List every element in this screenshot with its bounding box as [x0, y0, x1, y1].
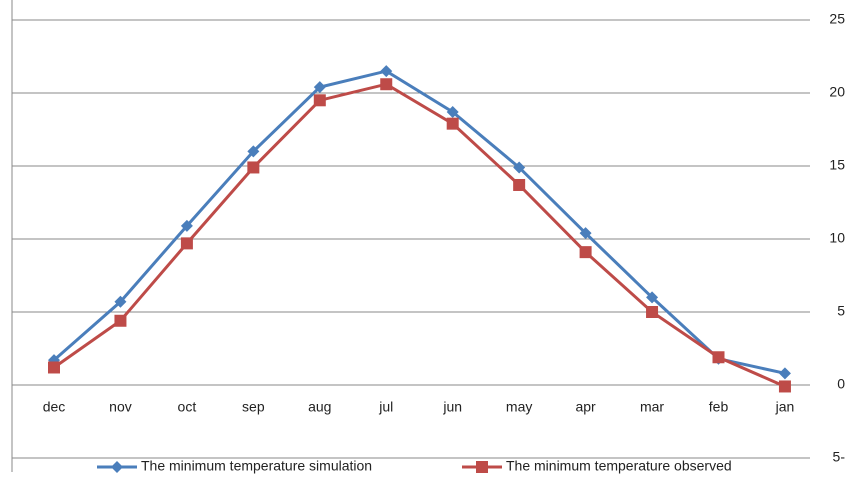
x-tick-label: aug — [308, 399, 331, 415]
y-tick-label: 5- — [833, 449, 846, 465]
data-point — [513, 161, 526, 174]
data-point — [778, 367, 791, 380]
data-point — [646, 291, 659, 304]
x-tick-label: jan — [775, 399, 795, 415]
y-tick-label: 20 — [829, 84, 845, 100]
y-tick-label: 10 — [829, 230, 845, 246]
x-tick-label: jun — [442, 399, 462, 415]
x-tick-label: dec — [43, 399, 66, 415]
x-tick-label: mar — [640, 399, 664, 415]
y-tick-label: 25 — [829, 11, 845, 27]
data-point — [579, 246, 592, 259]
data-point — [446, 117, 459, 130]
x-tick-label: may — [506, 399, 532, 415]
legend-marker — [111, 461, 123, 473]
data-point — [380, 78, 393, 91]
data-point — [712, 351, 725, 364]
data-point — [180, 237, 193, 250]
data-point — [247, 145, 260, 158]
series-line — [53, 82, 786, 388]
legend-label: The minimum temperature simulation — [141, 458, 372, 474]
data-point — [513, 178, 526, 191]
x-tick-label: feb — [709, 399, 729, 415]
y-tick-label: 5 — [837, 303, 845, 319]
y-tick-label: 0 — [837, 376, 845, 392]
data-point — [778, 380, 791, 393]
legend-label: The minimum temperature observed — [506, 458, 732, 474]
x-tick-label: apr — [575, 399, 596, 415]
x-tick-label: oct — [178, 399, 197, 415]
data-point — [114, 314, 127, 327]
data-point — [114, 295, 127, 308]
data-point — [380, 65, 393, 78]
y-tick-label: 15 — [829, 157, 845, 173]
data-point — [313, 94, 326, 107]
data-point — [313, 81, 326, 94]
series-line — [53, 69, 786, 375]
data-point — [579, 227, 592, 240]
data-point — [646, 306, 659, 318]
data-point — [446, 105, 459, 118]
x-tick-label: sep — [242, 399, 265, 415]
x-tick-label: jul — [378, 399, 393, 415]
data-point — [247, 161, 260, 174]
legend-marker — [476, 461, 488, 473]
data-point — [180, 219, 193, 232]
data-point — [48, 361, 60, 374]
x-tick-label: nov — [109, 399, 132, 415]
